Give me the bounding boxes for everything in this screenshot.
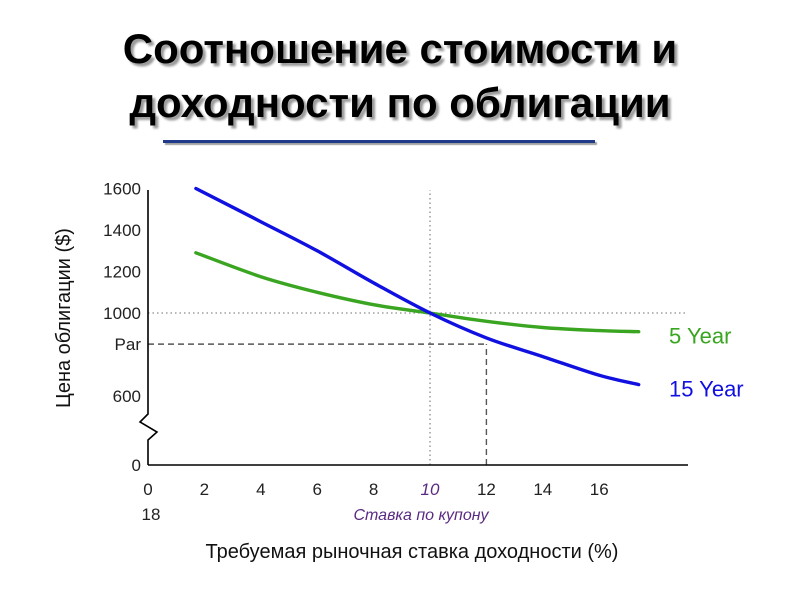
title-underline	[163, 140, 595, 143]
y-tick-label: 1600	[103, 180, 141, 199]
coupon-rate-label: Ставка по купону	[353, 507, 489, 524]
y-axis-title: Цена облигации ($)	[53, 228, 75, 408]
series-label-15-year: 15 Year	[669, 377, 744, 402]
y-tick-label: Par	[115, 335, 142, 354]
y-tick-label: 1400	[103, 221, 141, 240]
y-tick-label: 1200	[103, 263, 141, 282]
title-line-2: доходности по облигации	[129, 79, 671, 126]
x-tick-label: 8	[369, 480, 378, 499]
x-tick-label: 16	[590, 480, 609, 499]
x-tick-label: 10	[421, 480, 440, 499]
y-tick-label: 1000	[103, 304, 141, 323]
series-label-5-year: 5 Year	[669, 324, 731, 349]
y-tick-label: 600	[113, 387, 141, 406]
series-line-5-year	[194, 251, 641, 334]
x-axis-title: Требуемая рыночная ставка доходности (%)	[206, 541, 619, 563]
x-tick-label: 14	[533, 480, 552, 499]
y-tick-label: 0	[132, 456, 141, 475]
y-axis	[138, 190, 159, 465]
x-tick-extra: 18	[142, 505, 161, 524]
title-line-1: Соотношение стоимости и	[122, 25, 678, 72]
x-tick-label: 0	[143, 480, 152, 499]
x-tick-label: 6	[312, 480, 321, 499]
series-line-15-year	[194, 186, 641, 387]
x-tick-label: 2	[200, 480, 209, 499]
x-tick-label: 12	[477, 480, 496, 499]
x-tick-label: 4	[256, 480, 265, 499]
page-title: Соотношение стоимости и доходности по об…	[0, 22, 800, 130]
